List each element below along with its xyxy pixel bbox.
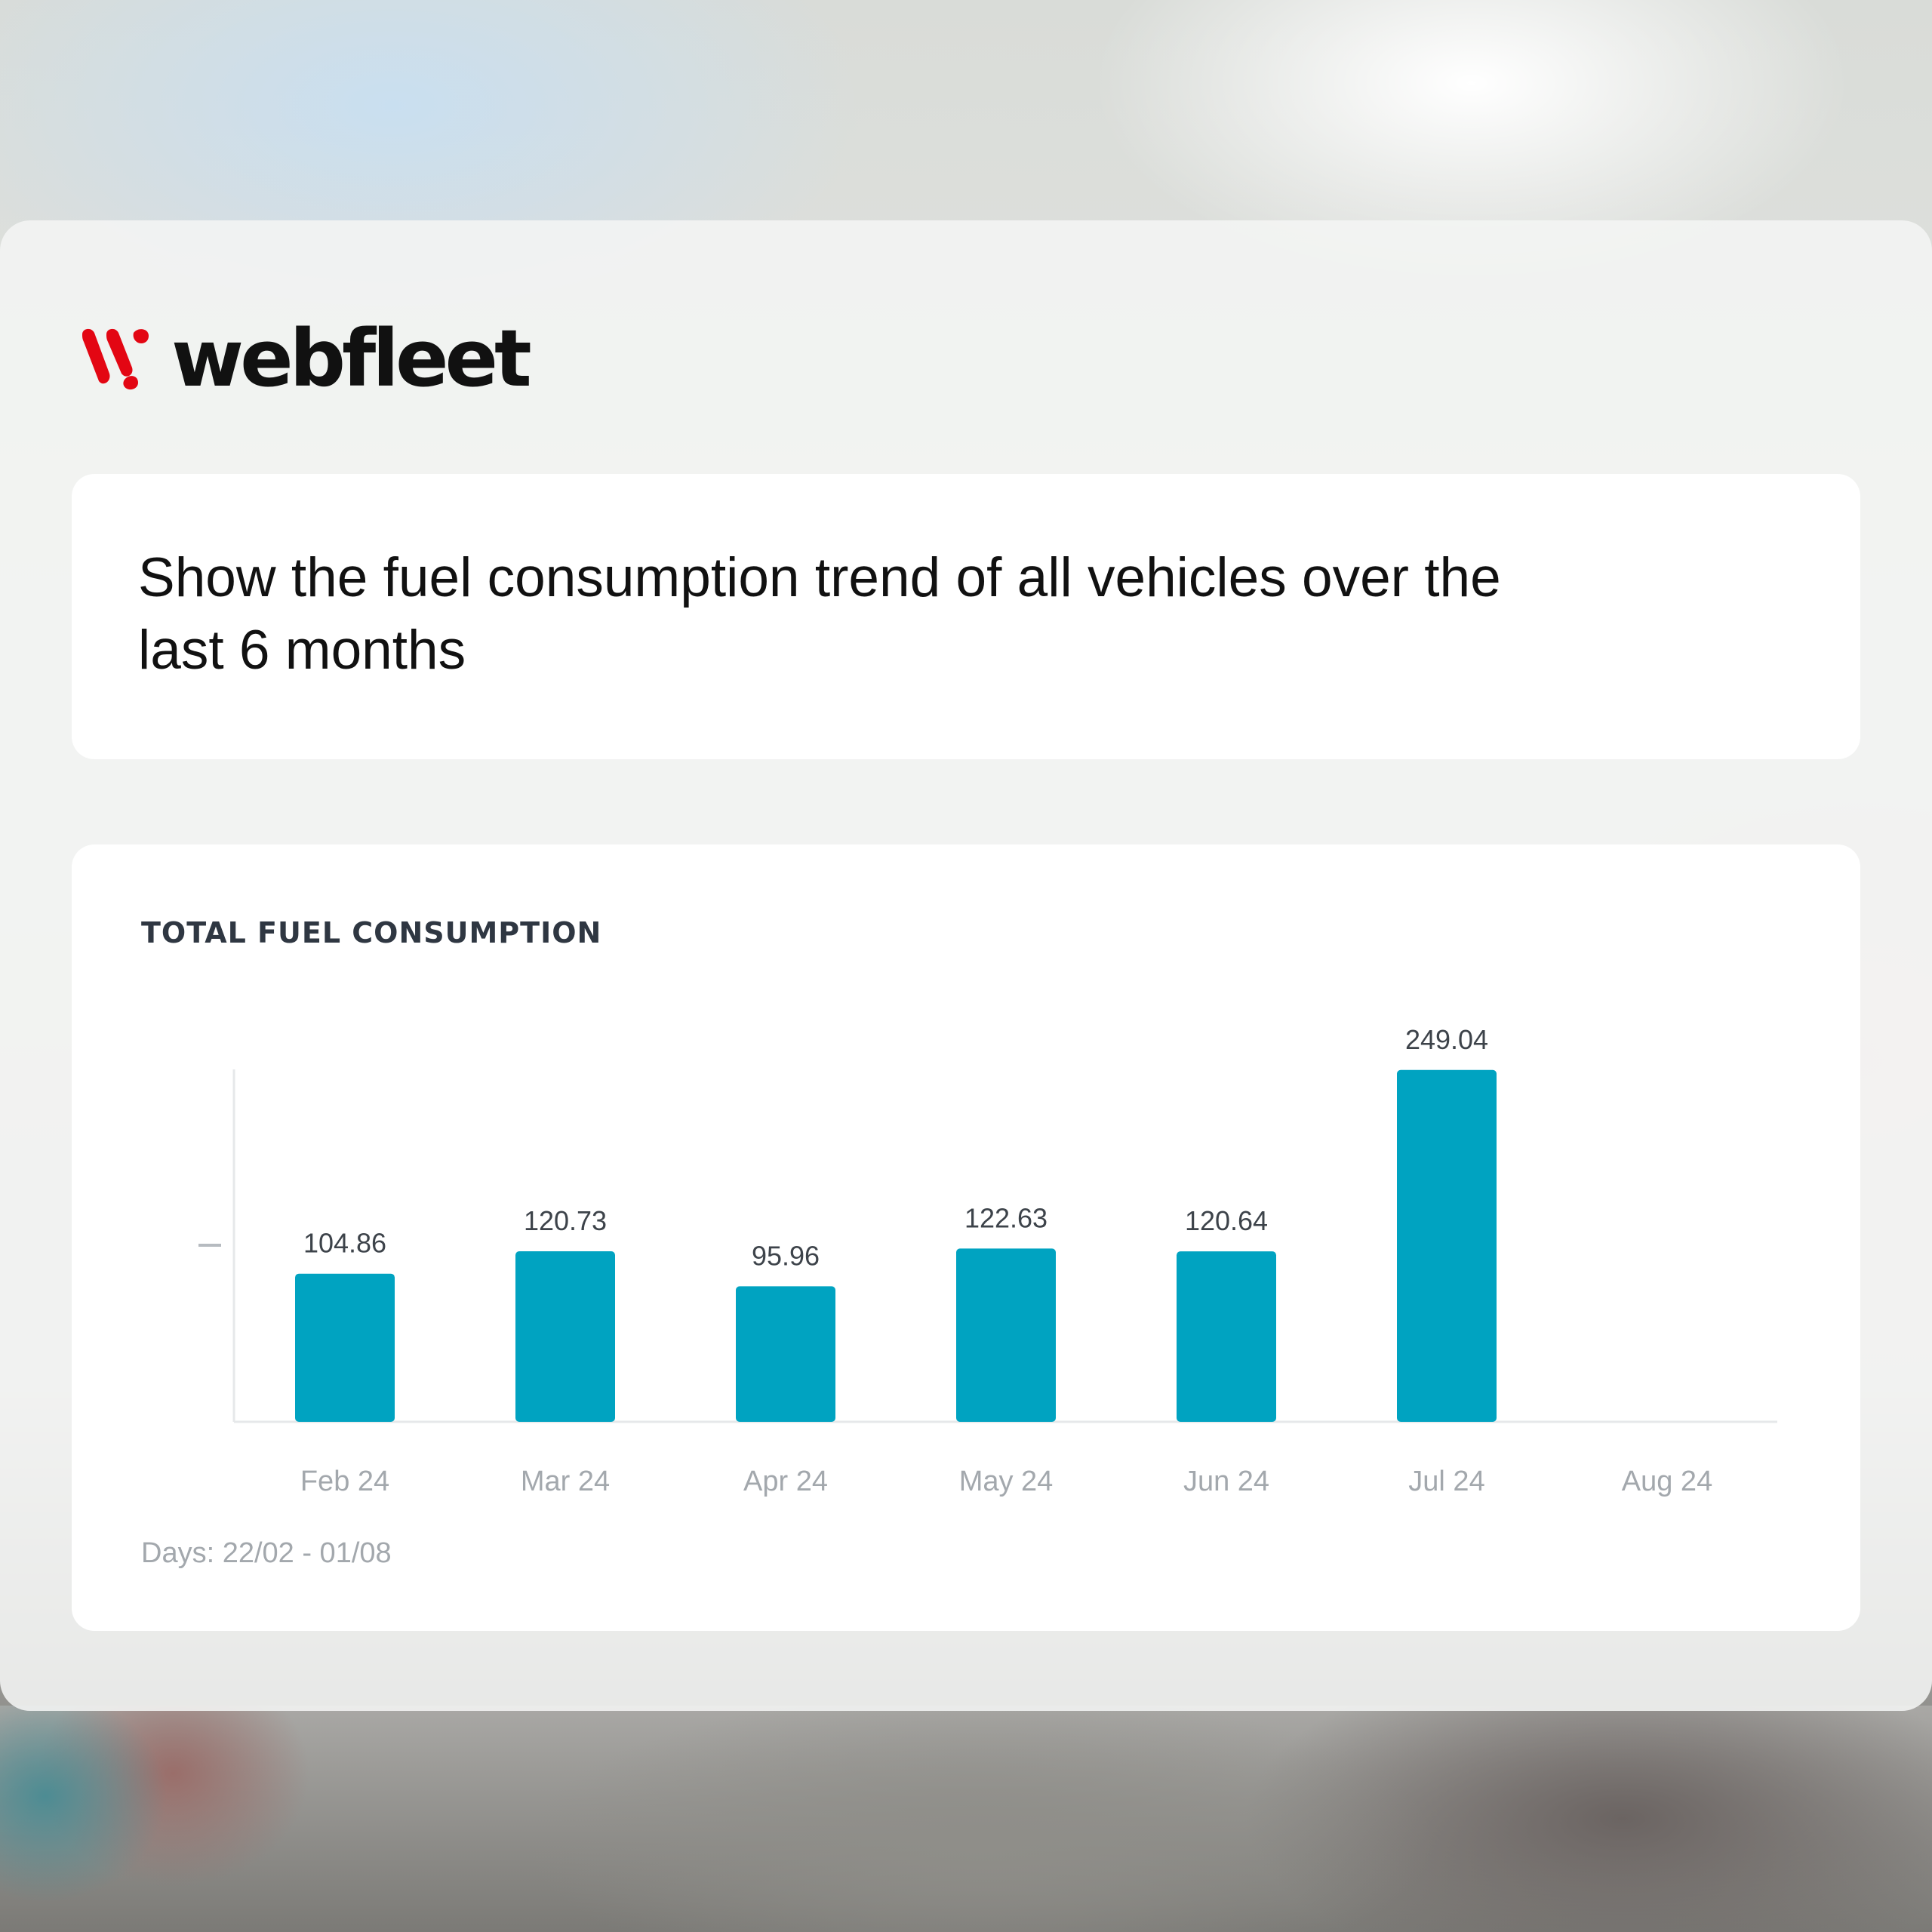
data-label: 249.04 bbox=[1405, 1024, 1488, 1055]
data-label: 120.73 bbox=[524, 1205, 607, 1236]
x-tick-label: Jul 24 bbox=[1408, 1466, 1484, 1497]
chart-card: TOTAL FUEL CONSUMPTION 104.86 Feb 24 120.7… bbox=[72, 844, 1860, 1631]
chart-title: TOTAL FUEL CONSUMPTION bbox=[141, 916, 602, 949]
webfleet-w-mark-icon bbox=[82, 328, 149, 390]
data-label: 122.63 bbox=[964, 1202, 1048, 1233]
bar-feb-24[interactable] bbox=[295, 1273, 395, 1422]
x-tick-label: Mar 24 bbox=[521, 1466, 610, 1497]
bar-jun-24[interactable] bbox=[1177, 1251, 1276, 1422]
x-tick-label: May 24 bbox=[959, 1466, 1054, 1497]
background-scene-bottom bbox=[0, 1706, 1932, 1932]
data-label: 104.86 bbox=[303, 1228, 386, 1259]
prompt-card: Show the fuel consumption trend of all v… bbox=[72, 474, 1860, 759]
bar-mar-24[interactable] bbox=[515, 1251, 615, 1422]
x-tick-label: Jun 24 bbox=[1183, 1466, 1269, 1497]
x-tick-label: Apr 24 bbox=[743, 1466, 828, 1497]
bar-jul-24[interactable] bbox=[1397, 1069, 1497, 1422]
bar-may-24[interactable] bbox=[956, 1248, 1056, 1422]
fuel-consumption-bar-chart: 104.86 Feb 24 120.73 Mar 24 95.96 Apr 24 122.6… bbox=[198, 1024, 1777, 1497]
date-range-footer: Days: 22/02 - 01/08 bbox=[141, 1537, 392, 1569]
data-label: 120.64 bbox=[1185, 1205, 1268, 1236]
webfleet-wordmark: webfleet bbox=[171, 312, 532, 405]
x-tick-label: Aug 24 bbox=[1622, 1466, 1712, 1497]
data-label: 95.96 bbox=[752, 1240, 820, 1271]
prompt-text: Show the fuel consumption trend of all v… bbox=[138, 547, 1501, 681]
webfleet-logo: webfleet bbox=[79, 312, 532, 405]
x-tick-label: Feb 24 bbox=[300, 1466, 389, 1497]
bar-apr-24[interactable] bbox=[736, 1286, 835, 1422]
